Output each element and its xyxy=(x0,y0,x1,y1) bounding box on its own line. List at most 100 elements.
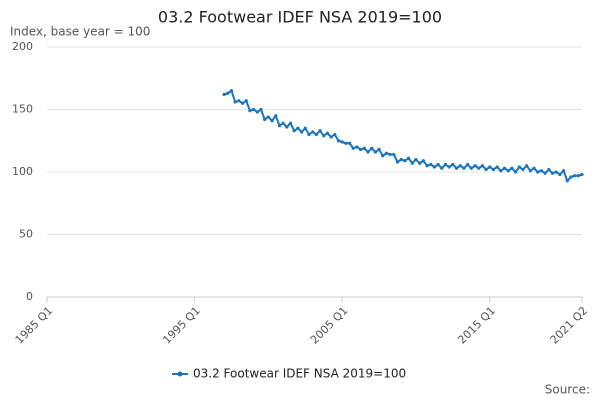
point xyxy=(425,164,429,168)
point xyxy=(536,170,540,174)
subtitle: Index, base year = 100 xyxy=(10,25,150,39)
point xyxy=(447,165,451,169)
point xyxy=(440,166,444,170)
point xyxy=(388,152,392,157)
point xyxy=(539,169,544,173)
point xyxy=(359,147,363,152)
point xyxy=(226,91,230,95)
point xyxy=(259,107,263,112)
point xyxy=(377,147,381,152)
point xyxy=(237,99,241,103)
point xyxy=(528,169,532,173)
point xyxy=(436,162,440,167)
point xyxy=(292,129,296,133)
point xyxy=(296,126,300,130)
point xyxy=(469,166,473,170)
point xyxy=(495,165,499,169)
x-tick-label: 1995 Q1 xyxy=(160,304,203,347)
point xyxy=(517,165,521,169)
point xyxy=(252,107,256,112)
point xyxy=(569,175,573,179)
point xyxy=(414,157,418,162)
point xyxy=(451,162,455,167)
point xyxy=(543,171,547,175)
point xyxy=(550,171,555,175)
point xyxy=(421,159,425,163)
point xyxy=(510,166,514,170)
y-tick-label: 200 xyxy=(12,40,33,53)
point xyxy=(561,169,566,173)
point xyxy=(502,166,507,170)
point xyxy=(270,119,274,123)
point xyxy=(311,130,315,134)
point xyxy=(395,160,400,164)
point xyxy=(333,132,337,137)
point xyxy=(233,100,237,104)
point xyxy=(229,89,234,93)
point xyxy=(255,110,259,114)
point xyxy=(277,124,282,128)
point xyxy=(263,117,267,122)
point xyxy=(303,126,307,130)
point xyxy=(325,131,330,135)
point xyxy=(274,114,278,118)
point xyxy=(366,150,370,154)
point xyxy=(547,167,551,172)
point xyxy=(462,166,466,170)
point xyxy=(288,121,293,125)
point xyxy=(281,121,285,125)
point xyxy=(362,146,366,150)
point xyxy=(499,169,503,173)
series-line xyxy=(223,89,583,183)
point xyxy=(506,169,510,173)
point xyxy=(443,162,448,167)
point xyxy=(355,145,359,149)
source: Source: xyxy=(545,383,590,397)
y-tick-label: 0 xyxy=(26,290,33,303)
point xyxy=(244,99,248,103)
point xyxy=(477,166,481,170)
point xyxy=(432,165,437,169)
legend-marker xyxy=(177,371,183,377)
point xyxy=(473,164,477,168)
point xyxy=(336,139,341,143)
point xyxy=(222,92,226,97)
point xyxy=(240,101,245,105)
point xyxy=(410,161,414,165)
point xyxy=(373,150,377,154)
x-tick-label: 2005 Q1 xyxy=(308,304,351,347)
point xyxy=(340,140,344,144)
point xyxy=(403,159,407,163)
x-tick-label: 2015 Q1 xyxy=(455,304,498,347)
point xyxy=(573,174,577,178)
point xyxy=(318,129,322,133)
point xyxy=(347,141,352,145)
point xyxy=(285,125,289,129)
point xyxy=(370,146,374,150)
point xyxy=(329,135,333,139)
point xyxy=(458,164,462,168)
point xyxy=(307,132,311,137)
point xyxy=(454,166,459,170)
point xyxy=(558,172,562,177)
point xyxy=(466,162,470,167)
point xyxy=(266,115,270,119)
y-tick-label: 50 xyxy=(19,228,33,241)
point xyxy=(381,154,385,158)
point xyxy=(525,164,529,168)
point xyxy=(576,174,580,178)
x-tick-label: 1985 Q1 xyxy=(13,304,56,347)
point xyxy=(399,157,403,162)
point xyxy=(384,151,389,155)
chart-title: 03.2 Footwear IDEF NSA 2019=100 xyxy=(158,8,442,27)
x-tick-label: 2021 Q2 xyxy=(548,304,591,347)
point xyxy=(344,141,348,145)
point xyxy=(351,146,355,150)
point xyxy=(554,170,558,174)
point xyxy=(322,134,326,138)
point xyxy=(248,109,252,113)
point xyxy=(299,130,304,134)
legend-label: 03.2 Footwear IDEF NSA 2019=100 xyxy=(193,367,406,381)
